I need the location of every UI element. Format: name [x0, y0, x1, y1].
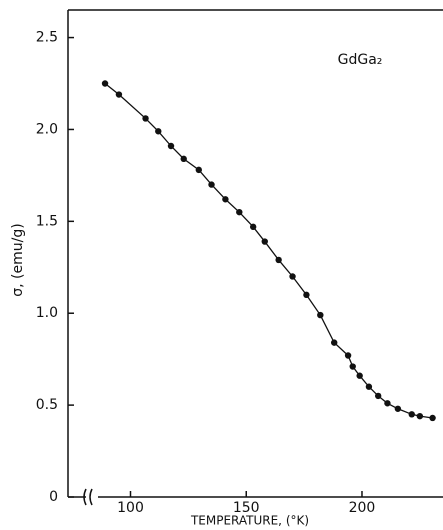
y-tick-label: 0.5 [36, 397, 58, 413]
x-tick-label: 100 [117, 500, 144, 516]
y-tick-label: 1.5 [36, 213, 58, 229]
y-tick-label: 1.0 [36, 305, 58, 321]
data-point [155, 128, 162, 135]
y-tick-label: 2.5 [36, 30, 58, 46]
data-point [115, 91, 123, 98]
data-point [356, 372, 363, 379]
data-point [167, 142, 175, 150]
x-tick-label: 150 [233, 500, 260, 516]
x-tick-label: 200 [349, 500, 376, 516]
data-point [222, 196, 229, 203]
data-point [261, 238, 268, 245]
data-point [195, 166, 202, 174]
data-point [416, 412, 424, 420]
y-axis-label: σ, (emu/g) [10, 223, 26, 296]
data-point [249, 223, 257, 231]
data-point [384, 400, 391, 407]
data-point [365, 383, 373, 390]
fit-line [104, 83, 433, 419]
data-point [236, 208, 243, 216]
data-point [429, 414, 436, 422]
data-point [303, 291, 310, 299]
data-point [344, 352, 352, 359]
data-point [408, 411, 415, 418]
data-point [180, 155, 187, 163]
y-tick-label: 0 [49, 489, 58, 505]
x-axis-label: TEMPERATURE, (°K) [190, 514, 309, 528]
data-point [289, 273, 296, 280]
data-point [142, 115, 149, 122]
y-tick-label: 2.0 [36, 121, 58, 137]
data-point [394, 405, 402, 412]
data-point [317, 311, 324, 319]
data-point [331, 339, 338, 346]
data-point [275, 256, 282, 264]
axis-break [83, 488, 93, 506]
annotation: GdGa₂ [338, 52, 383, 68]
data-point [374, 392, 382, 400]
data-point [208, 181, 215, 188]
data-point [349, 363, 356, 370]
data-point [101, 80, 109, 87]
